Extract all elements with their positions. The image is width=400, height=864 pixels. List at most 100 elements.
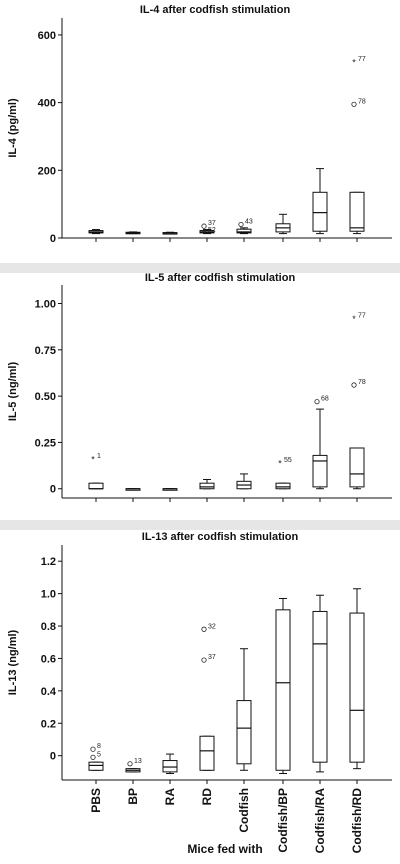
y-tick-label: 1.0 [41, 589, 56, 601]
y-tick-label: 0.2 [41, 718, 56, 730]
box-codfish-bp [275, 482, 291, 490]
y-tick-label: 0 [50, 484, 56, 496]
y-tick-label: 0.8 [41, 621, 56, 633]
y-tick-label: 0.25 [35, 437, 56, 449]
y-tick-label: 0 [50, 233, 56, 245]
box-iqr [199, 735, 215, 771]
outlier-label: 55 [284, 457, 292, 464]
x-tick-label: RD [200, 788, 214, 806]
box-ra [162, 231, 178, 235]
y-axis-label: IL-4 (pg/ml) [7, 98, 19, 158]
outlier-label: 8 [97, 743, 101, 750]
outlier-label: 68 [321, 396, 329, 403]
chart-title: IL-5 after codfish stimulation [145, 272, 296, 284]
outlier-circle [351, 382, 357, 388]
outlier-label: 5 [97, 751, 101, 758]
box-codfish [236, 648, 252, 771]
box-iqr [162, 760, 178, 773]
chart-title: IL-4 after codfish stimulation [140, 4, 291, 16]
box-codfish-rd [349, 588, 365, 770]
outlier-star: * [352, 58, 356, 68]
y-tick-label: 1.2 [41, 556, 56, 568]
outlier-label: 37 [208, 220, 216, 227]
outlier-label: 1 [97, 453, 101, 460]
y-tick-label: 0.6 [41, 653, 56, 665]
box-iqr [349, 612, 365, 763]
outlier-circle [201, 626, 207, 632]
x-axis-label: Mice fed with [187, 842, 262, 856]
box-codfish-ra [312, 594, 328, 773]
y-axis-label: IL-5 (ng/ml) [7, 362, 19, 422]
box-iqr [236, 228, 252, 234]
x-tick-label: Codfish/RD [350, 788, 364, 854]
y-tick-label: 600 [38, 30, 56, 42]
box-ra [162, 488, 178, 491]
box-codfish-rd [349, 447, 365, 490]
box-pbs [88, 761, 104, 771]
box-bp [125, 488, 141, 491]
outlier-label: 52 [208, 227, 216, 234]
y-tick-label: 0.4 [41, 686, 57, 698]
y-tick-label: 0.50 [35, 391, 56, 403]
x-tick-label: Codfish/RA [313, 788, 327, 854]
outlier-label: 37 [208, 654, 216, 661]
y-tick-label: 1.00 [35, 299, 56, 311]
outlier-circle [201, 657, 207, 663]
y-tick-label: 400 [38, 98, 56, 110]
outlier-circle [127, 761, 133, 767]
chart-title: IL-13 after codfish stimulation [142, 531, 299, 543]
panel-separator [0, 520, 400, 530]
outlier-star: * [202, 228, 206, 238]
box-codfish [236, 227, 252, 235]
box-codfish-rd [349, 191, 365, 235]
box-iqr [275, 609, 291, 771]
box-rd [199, 478, 215, 490]
outlier-circle [90, 746, 96, 752]
box-iqr [312, 610, 328, 763]
outlier-label: 78 [358, 379, 366, 386]
box-codfish-ra [312, 408, 328, 490]
box-iqr [349, 191, 365, 232]
box-bp [125, 231, 141, 235]
outlier-circle [90, 754, 96, 760]
y-axis-label: IL-13 (ng/ml) [7, 629, 19, 695]
outlier-circle [201, 223, 207, 229]
box-iqr [88, 761, 104, 771]
outlier-star: * [91, 455, 95, 465]
box-rd [199, 229, 215, 235]
outlier-star: * [278, 458, 282, 468]
box-pbs [88, 482, 104, 490]
outlier-label: 78 [358, 98, 366, 105]
x-tick-label: Codfish/BP [276, 788, 290, 853]
box-codfish-bp [275, 213, 291, 235]
box-iqr [312, 454, 328, 488]
box-pbs [88, 229, 104, 235]
outlier-circle [238, 221, 244, 228]
box-iqr [88, 482, 104, 490]
panel-separator [0, 263, 400, 273]
outlier-label: 43 [245, 218, 253, 225]
outlier-circle [351, 101, 357, 107]
y-tick-label: 0.75 [35, 345, 56, 357]
x-tick-label: RA [163, 788, 177, 806]
outlier-label: 32 [208, 623, 216, 630]
box-bp [125, 768, 141, 773]
box-rd [199, 735, 215, 771]
x-tick-label: Codfish [237, 788, 251, 833]
box-ra [162, 753, 178, 775]
box-iqr [349, 447, 365, 488]
outlier-circle [314, 399, 320, 405]
outlier-star: * [352, 314, 356, 324]
box-codfish [236, 473, 252, 490]
y-tick-label: 200 [38, 165, 56, 177]
box-iqr [236, 700, 252, 765]
box-iqr [199, 482, 215, 490]
outlier-label: 77 [358, 56, 366, 63]
box-iqr [312, 191, 328, 232]
outlier-label: 77 [358, 312, 366, 319]
x-tick-label: BP [126, 788, 140, 805]
box-codfish-bp [275, 597, 291, 775]
x-tick-label: PBS [89, 788, 103, 813]
